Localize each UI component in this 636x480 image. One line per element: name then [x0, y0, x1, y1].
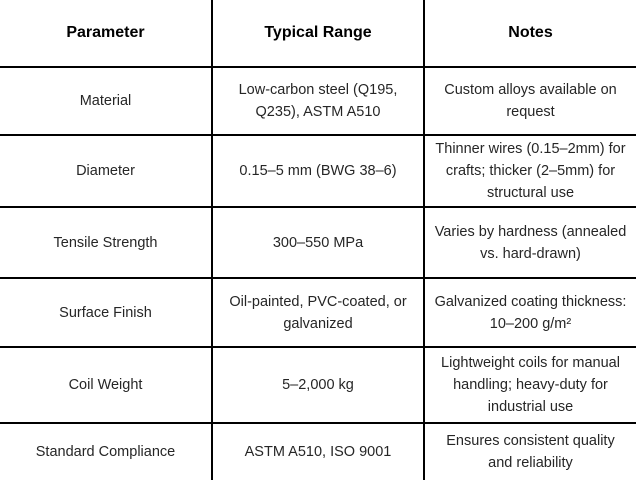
cell-typical-range: ASTM A510, ISO 9001 [211, 422, 424, 480]
table-row: Material Low-carbon steel (Q195, Q235), … [0, 66, 636, 135]
cell-parameter: Diameter [0, 134, 212, 207]
table-row: Coil Weight 5–2,000 kg Lightweight coils… [0, 346, 636, 423]
table-row: Standard Compliance ASTM A510, ISO 9001 … [0, 422, 636, 480]
cell-parameter: Standard Compliance [0, 422, 212, 480]
cell-typical-range: 0.15–5 mm (BWG 38–6) [211, 134, 424, 207]
cell-notes: Ensures consistent quality and reliabili… [423, 422, 636, 480]
cell-parameter: Coil Weight [0, 346, 212, 423]
cell-parameter: Material [0, 66, 212, 135]
col-header-notes: Notes [423, 0, 636, 67]
cell-notes: Varies by hardness (annealed vs. hard-dr… [423, 206, 636, 278]
cell-typical-range: 5–2,000 kg [211, 346, 424, 423]
table-row: Diameter 0.15–5 mm (BWG 38–6) Thinner wi… [0, 134, 636, 207]
cell-parameter: Surface Finish [0, 277, 212, 347]
table-row: Tensile Strength 300–550 MPa Varies by h… [0, 206, 636, 278]
table-row: Surface Finish Oil-painted, PVC-coated, … [0, 277, 636, 347]
cell-notes: Galvanized coating thickness: 10–200 g/m… [423, 277, 636, 347]
cell-parameter: Tensile Strength [0, 206, 212, 278]
header-row: Parameter Typical Range Notes [0, 0, 636, 67]
col-header-parameter: Parameter [66, 24, 145, 41]
col-header-typical-range: Typical Range [211, 0, 424, 67]
cell-typical-range: Low-carbon steel (Q195, Q235), ASTM A510 [211, 66, 424, 135]
cell-notes: Thinner wires (0.15–2mm) for crafts; thi… [423, 134, 636, 207]
cell-typical-range: 300–550 MPa [211, 206, 424, 278]
cell-notes: Lightweight coils for manual handling; h… [423, 346, 636, 423]
cell-typical-range: Oil-painted, PVC-coated, or galvanized [211, 277, 424, 347]
cell-notes: Custom alloys available on request [423, 66, 636, 135]
